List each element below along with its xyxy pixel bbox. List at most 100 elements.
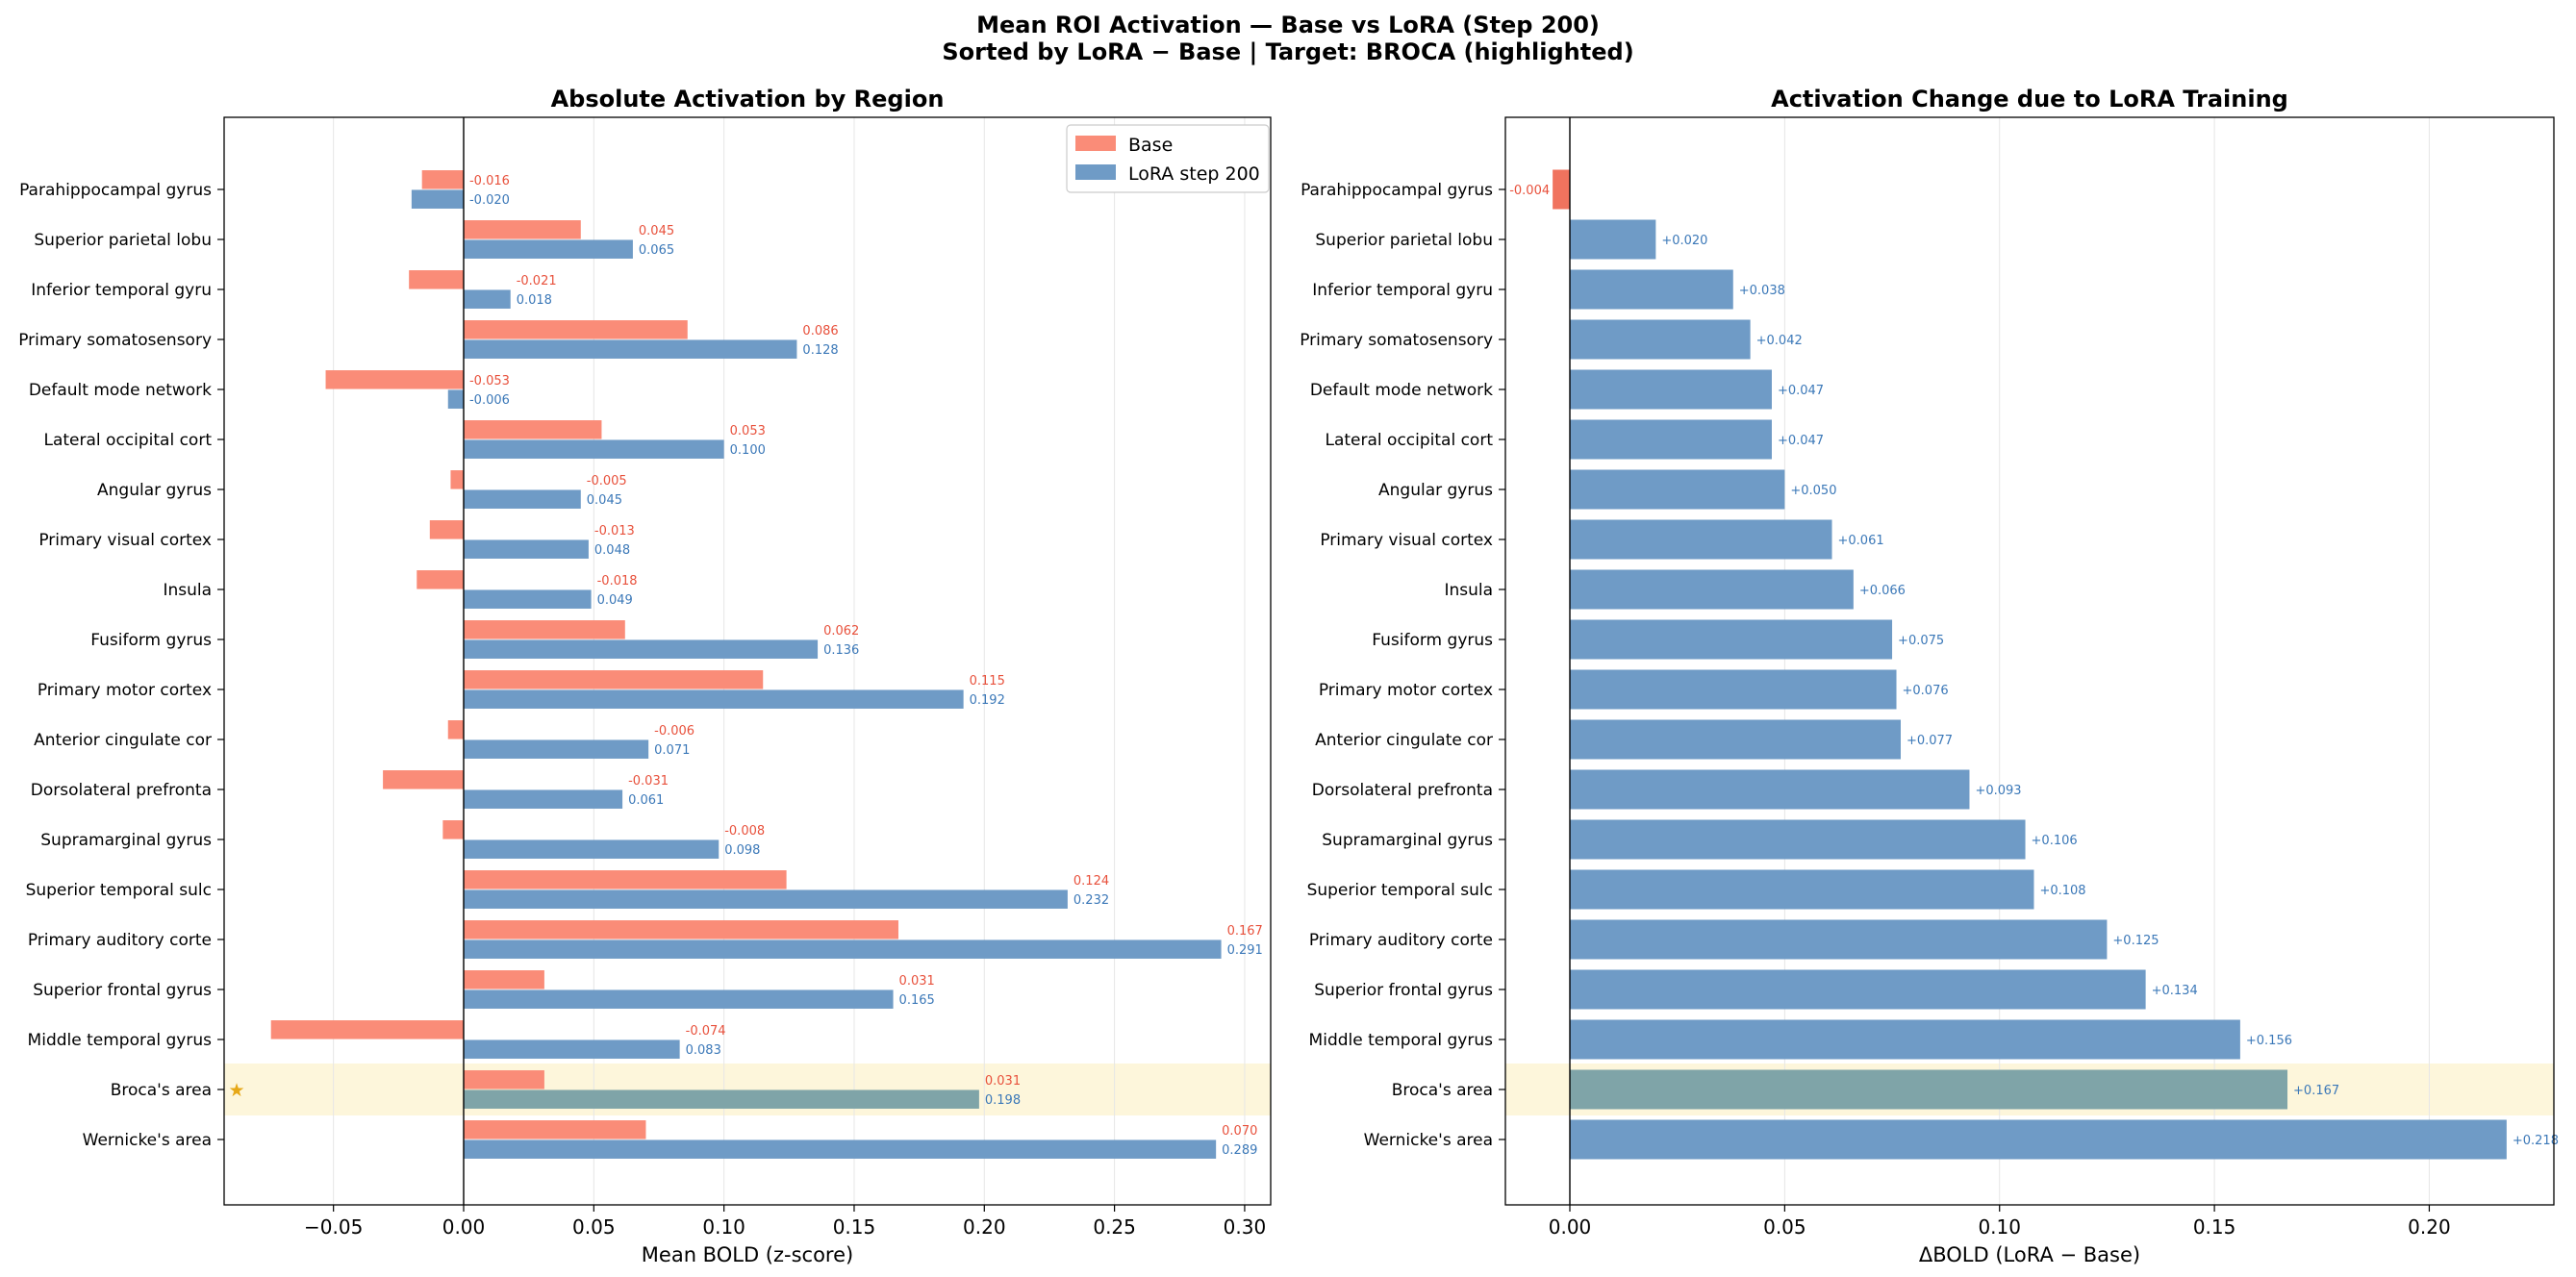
value-label-lora: 0.289 [1222, 1143, 1257, 1158]
category-label-supramarginal-gyrus: Supramarginal gyrus [40, 831, 212, 850]
bar-lora-parahippocampal-gyrus [411, 189, 464, 209]
category-label-anterior-cingulate-cor: Anterior cingulate cor [34, 731, 212, 750]
right-axes-frame [1504, 116, 2555, 1206]
value-label-base: -0.053 [469, 374, 510, 388]
value-label-lora: 0.128 [802, 343, 838, 358]
value-label-lora: 0.098 [724, 843, 760, 858]
bar-base-inferior-temporal-gyru [409, 270, 464, 289]
category-label-insula: Insula [163, 581, 212, 600]
value-label-delta: +0.125 [2112, 934, 2159, 948]
category-label-parahippocampal-gyrus: Parahippocampal gyrus [1301, 181, 1493, 200]
value-label-delta: +0.061 [1838, 534, 1884, 548]
axes-frame [223, 116, 1272, 1206]
bar-lora-wernicke-s-area [463, 1139, 1217, 1159]
value-label-base: 0.031 [985, 1074, 1021, 1089]
value-label-lora: 0.083 [686, 1043, 721, 1058]
bar-delta-inferior-temporal-gyru [1570, 269, 1733, 310]
category-label-superior-parietal-lobu: Superior parietal lobu [1315, 231, 1493, 250]
category-label-inferior-temporal-gyru: Inferior temporal gyru [1312, 281, 1493, 300]
bar-delta-primary-visual-cortex [1570, 519, 1832, 560]
value-label-base: -0.006 [654, 724, 695, 739]
bar-base-angular-gyrus [450, 470, 464, 489]
category-label-primary-motor-cortex: Primary motor cortex [38, 681, 212, 700]
category-label-angular-gyrus: Angular gyrus [1378, 481, 1493, 500]
bar-base-primary-visual-cortex [429, 520, 464, 539]
x-tick-label: 0.15 [2193, 1215, 2236, 1239]
value-label-lora: 0.061 [628, 793, 664, 808]
value-label-base: 0.086 [802, 324, 838, 338]
value-label-delta: -0.004 [1509, 184, 1550, 198]
value-label-base: 0.070 [1222, 1124, 1257, 1139]
value-label-lora: 0.071 [654, 743, 690, 758]
value-label-delta: +0.077 [1907, 734, 1953, 748]
value-label-delta: +0.076 [1903, 684, 1949, 698]
value-label-delta: +0.075 [1898, 634, 1944, 648]
bar-delta-supramarginal-gyrus [1570, 819, 2026, 860]
left-panel-title: Absolute Activation by Region [551, 86, 945, 113]
right-x-axis-label: ΔBOLD (LoRA − Base) [1919, 1243, 2140, 1266]
bar-delta-fusiform-gyrus [1570, 619, 1893, 660]
legend-swatch-base [1075, 136, 1116, 151]
value-label-base: -0.031 [628, 774, 669, 789]
bar-base-parahippocampal-gyrus [421, 170, 464, 189]
bar-delta-primary-motor-cortex [1570, 669, 1897, 710]
bar-lora-fusiform-gyrus [463, 639, 819, 659]
category-label-default-mode-network: Default mode network [29, 381, 212, 400]
bar-lora-dorsolateral-prefronta [463, 789, 623, 809]
value-label-base: 0.045 [639, 224, 674, 238]
value-label-lora: 0.018 [517, 293, 552, 308]
x-tick-label: 0.00 [1549, 1215, 1592, 1239]
bar-delta-dorsolateral-prefronta [1570, 769, 1970, 810]
left-x-axis-label: Mean BOLD (z-score) [642, 1243, 853, 1266]
axes-frame [1504, 116, 2555, 1206]
value-label-lora: -0.006 [469, 393, 510, 408]
left-axes-frame [223, 116, 1272, 1206]
bar-lora-primary-auditory-corte [463, 939, 1222, 959]
right-x-ticks: 0.00 0.05 0.10 0.15 0.20 [1549, 1205, 2451, 1239]
value-label-lora: 0.198 [985, 1093, 1021, 1108]
category-label-dorsolateral-prefronta: Dorsolateral prefronta [31, 781, 212, 800]
category-label-supramarginal-gyrus: Supramarginal gyrus [1322, 831, 1493, 850]
value-label-lora: -0.020 [469, 193, 510, 208]
category-label-superior-frontal-gyrus: Superior frontal gyrus [33, 981, 212, 1000]
value-label-delta: +0.093 [1975, 784, 2021, 798]
bar-delta-primary-somatosensory [1570, 319, 1751, 360]
category-label-primary-motor-cortex: Primary motor cortex [1319, 681, 1493, 700]
category-label-primary-somatosensory: Primary somatosensory [18, 331, 212, 350]
value-label-base: -0.005 [587, 474, 627, 488]
x-tick-label: 0.15 [833, 1215, 876, 1239]
bar-lora-broca-s-area [463, 1089, 979, 1109]
category-label-anterior-cingulate-cor: Anterior cingulate cor [1315, 731, 1493, 750]
category-label-fusiform-gyrus: Fusiform gyrus [1372, 631, 1493, 650]
x-tick-label: 0.20 [963, 1215, 1006, 1239]
bar-lora-middle-temporal-gyrus [463, 1039, 680, 1059]
left-bars [270, 170, 1222, 1159]
bar-delta-middle-temporal-gyrus [1570, 1019, 2240, 1060]
category-label-primary-visual-cortex: Primary visual cortex [1320, 531, 1493, 550]
category-label-broca-s-area: Broca's area [111, 1081, 212, 1100]
value-label-lora: 0.065 [639, 243, 674, 258]
x-tick-label: −0.05 [304, 1215, 363, 1239]
category-label-insula: Insula [1444, 581, 1493, 600]
bar-lora-insula [463, 589, 592, 609]
value-label-base: 0.124 [1073, 874, 1109, 889]
value-label-delta: +0.167 [2293, 1084, 2339, 1098]
bar-delta-superior-temporal-sulc [1570, 869, 2034, 910]
highlight-star-icon: ★ [228, 1080, 244, 1101]
category-label-primary-visual-cortex: Primary visual cortex [38, 531, 212, 550]
value-label-base: 0.031 [899, 974, 935, 989]
bar-lora-angular-gyrus [463, 489, 581, 509]
category-label-superior-parietal-lobu: Superior parietal lobu [34, 231, 212, 250]
x-tick-label: 0.10 [702, 1215, 745, 1239]
bar-base-fusiform-gyrus [463, 620, 625, 639]
bar-base-primary-auditory-corte [463, 920, 898, 939]
bar-delta-wernicke-s-area [1570, 1119, 2507, 1160]
bar-lora-default-mode-network [447, 389, 464, 409]
x-tick-label: 0.05 [572, 1215, 616, 1239]
bar-delta-anterior-cingulate-cor [1570, 719, 1901, 760]
value-label-delta: +0.134 [2152, 984, 2198, 998]
bar-base-middle-temporal-gyrus [270, 1020, 464, 1039]
value-label-delta: +0.047 [1778, 434, 1824, 448]
left-x-ticks: −0.05 0.00 0.05 0.10 0.15 0.20 0.25 0.30 [304, 1205, 1266, 1239]
x-tick-label: 0.20 [2408, 1215, 2451, 1239]
